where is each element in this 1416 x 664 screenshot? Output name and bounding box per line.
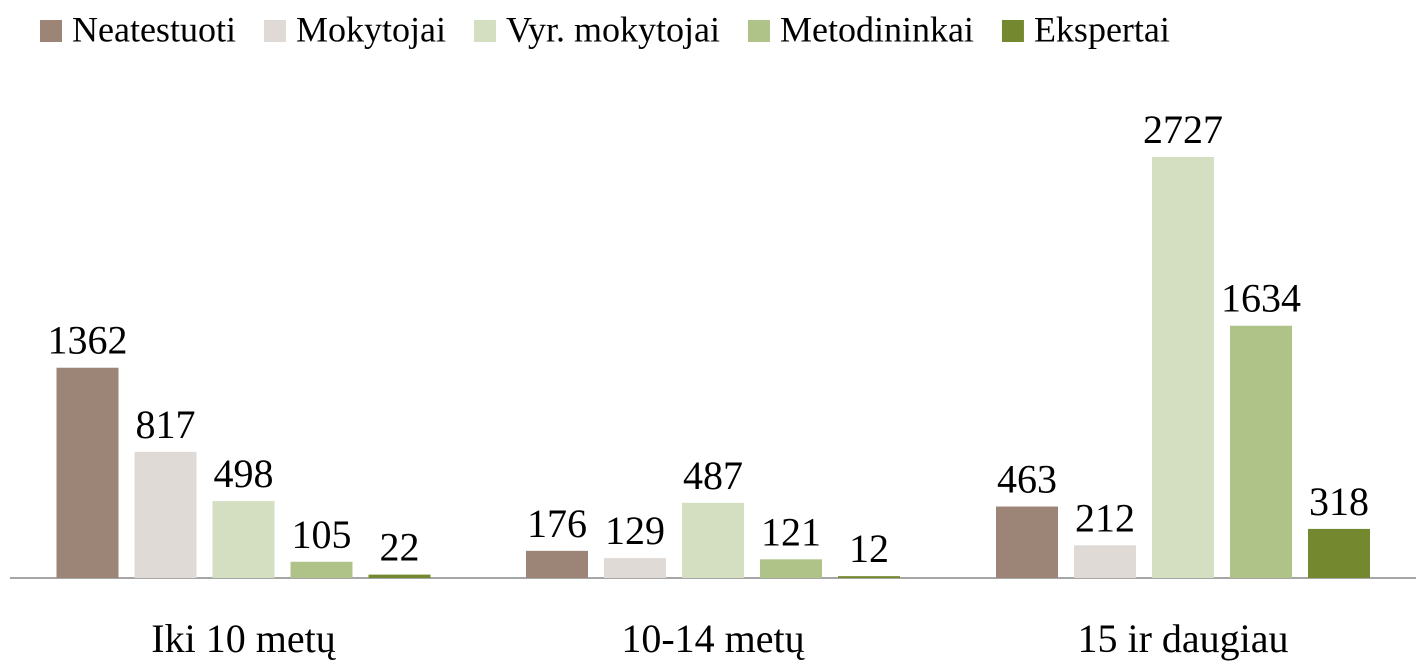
bar — [996, 506, 1058, 578]
data-label: 121 — [761, 509, 821, 554]
bar — [604, 558, 666, 578]
data-label: 463 — [997, 457, 1057, 502]
data-label: 1634 — [1221, 276, 1301, 321]
x-tick-label: 15 ir daugiau — [1077, 616, 1288, 661]
legend-swatch — [1001, 20, 1024, 42]
legend-swatch — [40, 20, 62, 42]
data-label: 2727 — [1143, 107, 1223, 152]
legend-swatch — [263, 20, 286, 42]
data-label: 487 — [683, 453, 743, 498]
bar — [1230, 325, 1292, 578]
data-label: 176 — [527, 501, 587, 546]
legend-label: Vyr. mokytojai — [506, 9, 720, 49]
data-label: 129 — [605, 508, 665, 553]
bar — [290, 561, 353, 578]
data-label: 22 — [380, 525, 420, 570]
bar — [526, 550, 588, 578]
bar — [760, 559, 822, 578]
bar — [56, 367, 119, 578]
data-label: 817 — [136, 402, 196, 447]
bar — [682, 502, 744, 578]
bar — [1074, 545, 1136, 578]
data-label: 498 — [214, 451, 274, 496]
bar — [134, 451, 197, 578]
data-label: 12 — [849, 526, 889, 571]
legend-label: Ekspertai — [1034, 9, 1170, 49]
bar — [1308, 528, 1370, 578]
data-label: 1362 — [48, 318, 128, 363]
bar — [1152, 157, 1214, 578]
data-label: 318 — [1309, 479, 1369, 524]
x-tick-label: 10-14 metų — [621, 616, 805, 661]
legend-label: Metodininkai — [780, 9, 974, 49]
data-label: 105 — [292, 512, 352, 557]
legend-swatch — [473, 20, 496, 42]
bar — [838, 576, 900, 578]
legend-label: Mokytojai — [296, 9, 446, 49]
x-tick-label: Iki 10 metų — [151, 616, 336, 661]
legend-swatch — [747, 20, 770, 42]
bar — [212, 501, 275, 578]
data-label: 212 — [1075, 495, 1135, 540]
bar — [368, 574, 431, 578]
legend-label: Neatestuoti — [72, 9, 236, 49]
